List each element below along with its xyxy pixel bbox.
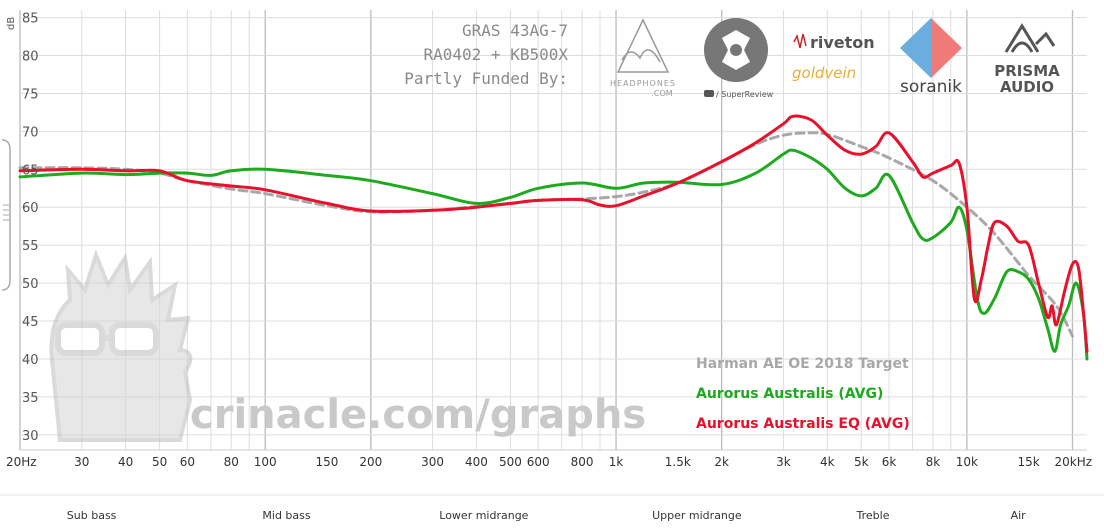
frequency-bands: Sub bass Mid bass Lower midrange Upper midr… bbox=[67, 509, 1026, 522]
x-tick-label: 40 bbox=[118, 455, 133, 469]
y-axis-unit: dB bbox=[6, 17, 17, 30]
funded-by-label: Partly Funded By: bbox=[404, 69, 568, 88]
x-tick-label: 2k bbox=[714, 455, 729, 469]
soranik-logo: soranik bbox=[900, 18, 962, 97]
legend-entry[interactable]: Aurorus Australis (AVG) bbox=[696, 386, 883, 402]
prisma-logo-line2: AUDIO bbox=[1000, 78, 1054, 96]
watermark-url: crinacle.com/graphs bbox=[190, 392, 646, 438]
x-tick-label: 50 bbox=[152, 455, 167, 469]
x-tick-label: 20kHz bbox=[1054, 455, 1092, 469]
headphones-com-logo: HEADPHONES .COM bbox=[610, 18, 676, 98]
y-tick-label: 60 bbox=[22, 201, 39, 216]
series-line-target bbox=[18, 131, 1074, 338]
y-tick-label: 55 bbox=[22, 239, 39, 254]
goldvein-logo-text: goldvein bbox=[792, 64, 856, 82]
x-tick-label: 1.5k bbox=[665, 455, 691, 469]
riveton-goldvein-logo: riveton goldvein bbox=[792, 33, 875, 82]
x-tick-label: 6k bbox=[882, 455, 897, 469]
x-tick-label: 80 bbox=[224, 455, 239, 469]
y-tick-label: 70 bbox=[22, 125, 39, 140]
x-tick-label: 30 bbox=[74, 455, 89, 469]
x-tick-label: 150 bbox=[316, 455, 339, 469]
y-tick-label: 65 bbox=[22, 163, 39, 178]
rig-line2: RA0402 + KB500X bbox=[424, 45, 569, 64]
riveton-logo-text: riveton bbox=[810, 33, 875, 52]
legend: Harman AE OE 2018 Target Aurorus Australi… bbox=[696, 356, 910, 432]
band-label: Upper midrange bbox=[652, 509, 742, 522]
legend-entry[interactable]: Harman AE OE 2018 Target bbox=[696, 356, 909, 372]
rig-line1: GRAS 43AG-7 bbox=[462, 21, 568, 40]
headphones-logo-line2: .COM bbox=[651, 89, 672, 98]
x-tick-label: 400 bbox=[465, 455, 488, 469]
prisma-logo-line1: PRISMA bbox=[994, 62, 1060, 80]
y-axis-labels: 85 80 75 70 65 60 55 50 45 40 35 30 bbox=[22, 12, 39, 444]
x-tick-label: 800 bbox=[571, 455, 594, 469]
x-tick-label: 10k bbox=[956, 455, 978, 469]
x-tick-label: 60 bbox=[180, 455, 195, 469]
superreview-logo: / SuperReview bbox=[704, 18, 774, 99]
plot-area bbox=[20, 10, 1087, 450]
x-tick-label: 8k bbox=[926, 455, 941, 469]
x-tick-label: 300 bbox=[421, 455, 444, 469]
y-axis-drag-handle[interactable] bbox=[1, 139, 11, 291]
x-axis-labels: 20Hz 30 40 50 60 80 100 150 200 300 400 500 600 800 1k… bbox=[6, 455, 1092, 469]
band-label: Lower midrange bbox=[439, 509, 528, 522]
y-tick-label: 75 bbox=[22, 87, 39, 102]
y-tick-label: 40 bbox=[22, 353, 39, 368]
x-tick-label: 4k bbox=[820, 455, 835, 469]
soranik-logo-text: soranik bbox=[900, 77, 962, 97]
legend-entry[interactable]: Aurorus Australis EQ (AVG) bbox=[696, 416, 910, 432]
x-tick-label: 20Hz bbox=[6, 455, 37, 469]
band-label: Mid bass bbox=[262, 509, 310, 522]
y-tick-label: 80 bbox=[22, 50, 39, 65]
series-line-eq bbox=[18, 114, 1089, 353]
y-tick-label: 85 bbox=[22, 12, 39, 27]
series-line-avg bbox=[18, 148, 1089, 361]
x-tick-label: 600 bbox=[527, 455, 550, 469]
y-tick-label: 35 bbox=[22, 391, 39, 406]
x-tick-label: 1k bbox=[609, 455, 624, 469]
y-tick-label: 45 bbox=[22, 315, 39, 330]
x-tick-label: 500 bbox=[499, 455, 522, 469]
superreview-logo-text: / SuperReview bbox=[716, 90, 774, 99]
band-label: Sub bass bbox=[67, 509, 117, 522]
band-label: Air bbox=[1011, 509, 1027, 522]
x-tick-label: 100 bbox=[254, 455, 277, 469]
band-label: Treble bbox=[856, 509, 890, 522]
curves bbox=[18, 114, 1089, 361]
x-tick-label: 15k bbox=[1018, 455, 1040, 469]
y-tick-label: 30 bbox=[22, 429, 39, 444]
x-tick-label: 3k bbox=[776, 455, 791, 469]
headphones-logo-line1: HEADPHONES bbox=[610, 79, 676, 88]
prisma-audio-logo: PRISMA AUDIO bbox=[994, 23, 1060, 96]
crinacle-mascot-watermark bbox=[49, 249, 193, 442]
x-tick-label: 5k bbox=[854, 455, 869, 469]
y-tick-label: 50 bbox=[22, 277, 39, 292]
x-gridlines bbox=[19, 10, 1074, 450]
x-tick-label: 200 bbox=[359, 455, 382, 469]
